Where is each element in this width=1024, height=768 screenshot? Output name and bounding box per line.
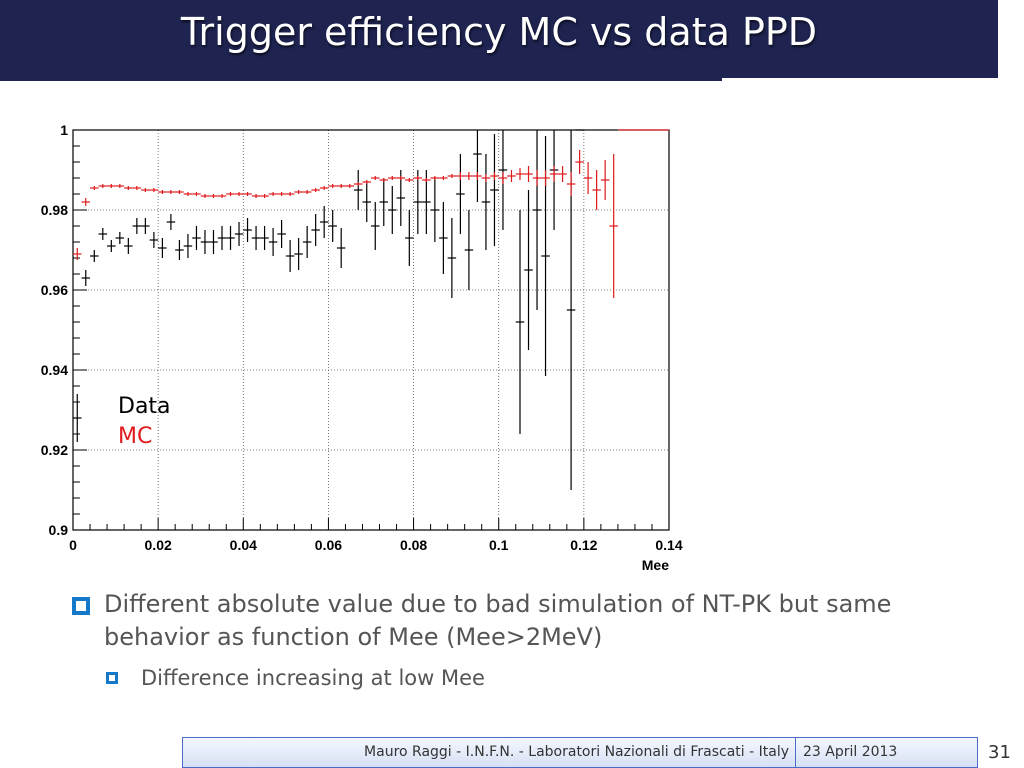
footer-bar: Mauro Raggi - I.N.F.N. - Laboratori Nazi… [182,737,978,768]
sub-bullet-item: Difference increasing at low Mee [72,664,972,692]
x-tick-label: 0.02 [145,537,172,553]
slide-title: Trigger efficiency MC vs data PPD [180,10,818,54]
bullet-item: Different absolute value due to bad simu… [72,588,972,654]
efficiency-chart: 0 0.02 0.04 0.06 0.08 0.1 0.12 0.14 0.9 0.92 0.94 0… [41,122,683,573]
footer-date: 23 April 2013 [803,744,898,760]
x-tick-label: 0.06 [315,537,342,553]
sub-bullet-marker [106,672,118,684]
series-mc [73,129,669,298]
x-tick-label: 0.08 [400,537,427,553]
title-bar [0,0,998,78]
x-tick-label: 0 [69,537,77,553]
bullet-marker [72,597,90,615]
footer-author: Mauro Raggi - I.N.F.N. - Laboratori Nazi… [364,744,789,760]
page-number: 31 [988,742,1011,763]
sub-bullet-text: Difference increasing at low Mee [141,666,485,690]
x-tick-label: 0.12 [570,537,597,553]
y-tick-label: 0.94 [41,362,68,378]
x-tick-label: 0.14 [655,537,682,553]
y-tick-label: 1 [60,122,68,138]
footer-divider [795,738,796,767]
x-tick-label: 0.1 [489,537,509,553]
series-data [73,129,584,490]
legend-entry-data: Data [118,394,171,419]
y-tick-label: 0.92 [41,442,68,458]
x-tick-label: 0.04 [230,537,257,553]
bullet-text: Different absolute value due to bad simu… [104,590,892,651]
y-tick-label: 0.98 [41,202,68,218]
bullet-list: Different absolute value due to bad simu… [72,588,972,692]
y-tick-label: 0.9 [49,522,69,538]
x-axis-label: Mee [642,557,669,573]
y-tick-label: 0.96 [41,282,68,298]
legend-entry-mc: MC [118,424,152,449]
plot-frame [72,129,670,531]
title-underline [0,77,722,81]
